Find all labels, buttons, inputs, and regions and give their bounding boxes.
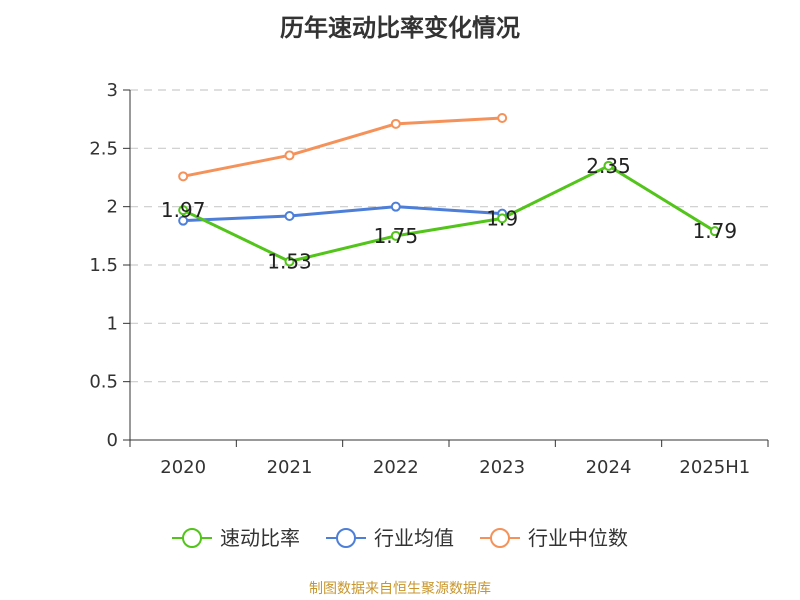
series-line-2 [182, 116, 503, 178]
data-label: 1.53 [267, 250, 312, 274]
data-label: 2.35 [586, 154, 631, 178]
data-point [390, 230, 401, 241]
axes: 0 0.5 1 1.5 2 2.5 3 2020 2021 2022 2023 2024 2025H1 [89, 80, 769, 478]
legend-label: 速动比率 [220, 526, 300, 550]
data-label: 1.97 [161, 198, 206, 222]
data-point [284, 150, 295, 161]
data-label: 1.79 [693, 219, 738, 243]
x-tick-label: 2024 [586, 457, 632, 478]
x-tick-label: 2021 [267, 457, 313, 478]
y-tick-label: 3 [107, 80, 118, 101]
legend-label: 行业均值 [374, 526, 454, 550]
legend: 速动比率 行业均值 行业中位数 [172, 526, 628, 550]
x-tick-label: 2022 [373, 457, 419, 478]
legend-item-0[interactable]: 速动比率 [172, 526, 300, 550]
legend-marker [336, 528, 356, 548]
y-tick-label: 1.5 [89, 255, 118, 276]
data-point [390, 118, 401, 129]
legend-label: 行业中位数 [528, 526, 628, 550]
data-point [709, 226, 720, 237]
grid-lines [130, 89, 768, 383]
series-line-0 [182, 164, 716, 263]
source-note: 制图数据来自恒生聚源数据库 [309, 581, 491, 597]
data-label: 1.75 [374, 224, 419, 248]
data-point [284, 211, 295, 221]
data-point [390, 201, 401, 212]
y-tick-label: 2 [107, 197, 118, 218]
data-point [178, 205, 189, 216]
legend-item-1[interactable]: 行业均值 [326, 526, 454, 550]
data-point [178, 171, 189, 182]
y-tick-label: 0 [107, 430, 118, 451]
legend-marker [182, 528, 202, 548]
legend-item-2[interactable]: 行业中位数 [480, 526, 628, 550]
y-tick-label: 1 [107, 313, 118, 334]
x-tick-label: 2020 [160, 457, 206, 478]
data-point [284, 256, 295, 267]
y-tick-label: 2.5 [89, 138, 118, 159]
series-line-1 [183, 205, 503, 223]
series-lines [178, 113, 720, 267]
legend-marker [490, 528, 510, 548]
data-point [603, 160, 614, 171]
data-label: 1.9 [486, 206, 518, 230]
data-point [497, 213, 508, 224]
y-tick-label: 0.5 [89, 372, 118, 393]
data-point [497, 113, 508, 123]
data-point [178, 215, 189, 226]
chart-title: 历年速动比率变化情况 [280, 14, 520, 42]
x-tick-label: 2023 [479, 457, 525, 478]
data-labels: 1.97 1.53 1.75 1.9 2.35 1.79 [161, 154, 737, 274]
x-tick-label: 2025H1 [679, 457, 750, 478]
